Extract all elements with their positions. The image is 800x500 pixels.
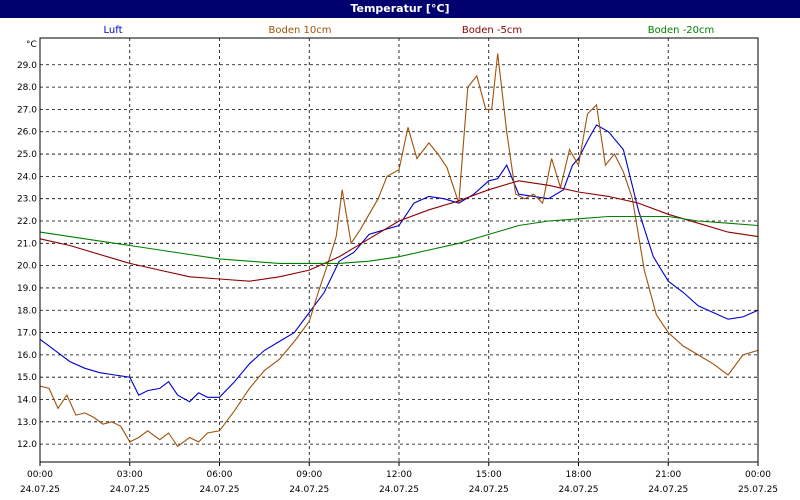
plot-frame bbox=[39, 37, 759, 463]
y-tick-label: 29.0 bbox=[17, 61, 37, 71]
legend-item: Boden 10cm bbox=[269, 25, 332, 36]
x-tick-time-label: 12:00 bbox=[386, 470, 412, 480]
x-tick-time-label: 09:00 bbox=[296, 470, 322, 480]
x-tick-date-label: 25.07.25 bbox=[738, 485, 778, 495]
y-tick-label: 16.0 bbox=[17, 351, 37, 361]
y-tick-label: 24.0 bbox=[17, 172, 37, 182]
series-line bbox=[39, 180, 759, 282]
x-tick-date-label: 24.07.25 bbox=[20, 485, 60, 495]
y-tick-label: 23.0 bbox=[17, 195, 37, 205]
plot-lines bbox=[39, 53, 759, 448]
temperature-chart: Luft Boden 10cm Boden -5cm Boden -20cm °C 1… bbox=[17, 25, 778, 495]
series-line bbox=[39, 215, 759, 264]
y-tick-label: 14.0 bbox=[17, 396, 37, 406]
y-tick-label: 18.0 bbox=[17, 306, 37, 316]
legend-item: Luft bbox=[104, 25, 123, 36]
x-tick-date-label: 24.07.25 bbox=[469, 485, 509, 495]
y-tick-label: 12.0 bbox=[17, 440, 37, 450]
y-axis-ticks: 12.0 13.0 14.0 15.0 16.0 17.0 18.0 19.0 20.0 21.0… bbox=[17, 61, 37, 450]
y-tick-label: 17.0 bbox=[17, 329, 37, 339]
y-tick-label: 25.0 bbox=[17, 150, 37, 160]
y-tick-label: 13.0 bbox=[17, 418, 37, 428]
legend-item: Boden -5cm bbox=[462, 25, 522, 36]
x-tick-time-label: 15:00 bbox=[476, 470, 502, 480]
x-tick-date-label: 24.07.25 bbox=[199, 485, 239, 495]
x-tick-time-label: 03:00 bbox=[117, 470, 143, 480]
y-tick-label: 20.0 bbox=[17, 262, 37, 272]
legend: Luft Boden 10cm Boden -5cm Boden -20cm bbox=[104, 25, 715, 36]
y-axis-unit-label: °C bbox=[26, 40, 37, 50]
x-tick-time-label: 00:00 bbox=[27, 470, 53, 480]
series-line bbox=[39, 124, 759, 403]
x-tick-date-label: 24.07.25 bbox=[110, 485, 150, 495]
legend-item: Boden -20cm bbox=[648, 25, 715, 36]
x-tick-time-label: 18:00 bbox=[566, 470, 592, 480]
series-line bbox=[39, 53, 759, 448]
y-tick-label: 15.0 bbox=[17, 373, 37, 383]
x-tick-time-label: 00:00 bbox=[745, 470, 771, 480]
x-axis-ticks: 00:00 24.07.25 03:00 24.07.25 06:00 24.07.25 0… bbox=[20, 462, 778, 495]
y-tick-label: 21.0 bbox=[17, 239, 37, 249]
y-tick-label: 19.0 bbox=[17, 284, 37, 294]
y-tick-label: 26.0 bbox=[17, 128, 37, 138]
x-tick-date-label: 24.07.25 bbox=[289, 485, 329, 495]
x-tick-date-label: 24.07.25 bbox=[648, 485, 688, 495]
gridlines bbox=[40, 38, 758, 462]
x-tick-time-label: 21:00 bbox=[655, 470, 681, 480]
chart-title: Temperatur [°C] bbox=[0, 0, 800, 18]
x-tick-date-label: 24.07.25 bbox=[558, 485, 598, 495]
y-tick-label: 28.0 bbox=[17, 83, 37, 93]
x-tick-time-label: 06:00 bbox=[207, 470, 233, 480]
x-tick-date-label: 24.07.25 bbox=[379, 485, 419, 495]
y-tick-label: 22.0 bbox=[17, 217, 37, 227]
y-tick-label: 27.0 bbox=[17, 105, 37, 115]
